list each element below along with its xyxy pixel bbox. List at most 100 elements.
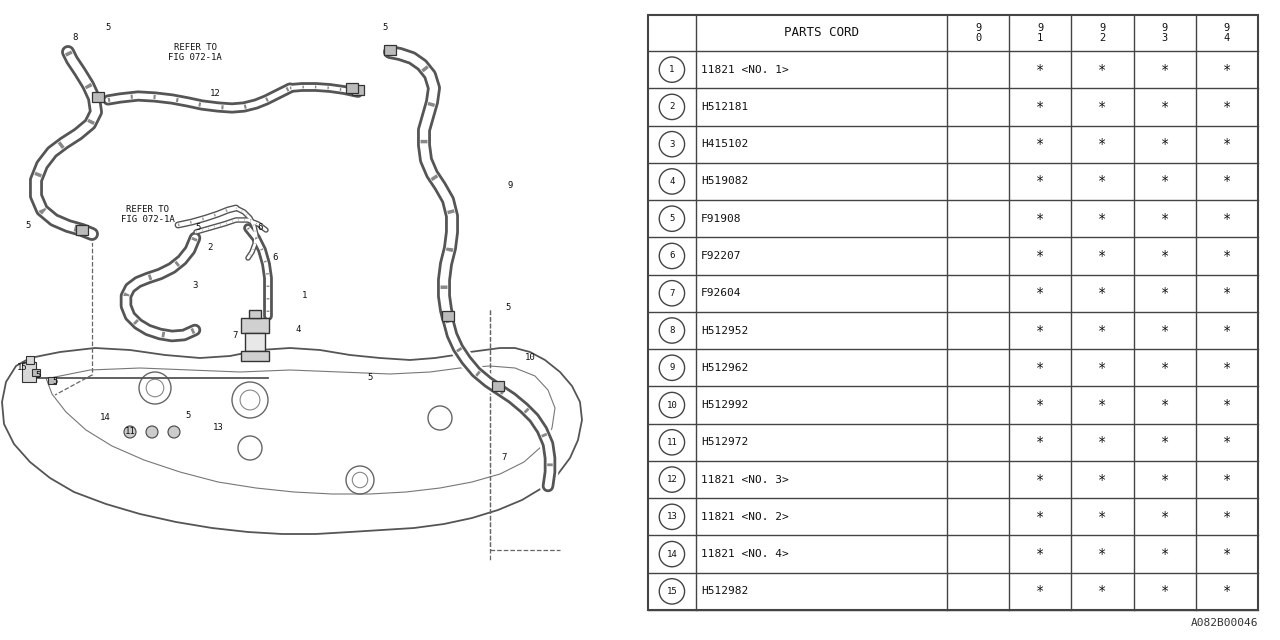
Text: 4: 4 bbox=[669, 177, 675, 186]
Text: 3: 3 bbox=[669, 140, 675, 148]
Text: 14: 14 bbox=[100, 413, 110, 422]
Text: 5: 5 bbox=[669, 214, 675, 223]
Text: *: * bbox=[1098, 137, 1107, 151]
Text: 5: 5 bbox=[383, 24, 388, 33]
Text: *: * bbox=[1036, 175, 1044, 188]
Text: 5: 5 bbox=[506, 303, 511, 312]
Text: H512181: H512181 bbox=[701, 102, 748, 112]
Bar bbox=[244, 333, 265, 351]
Text: 9: 9 bbox=[669, 364, 675, 372]
Text: *: * bbox=[1036, 137, 1044, 151]
Text: 6: 6 bbox=[257, 223, 262, 232]
Text: 5: 5 bbox=[26, 221, 31, 230]
Text: H415102: H415102 bbox=[701, 139, 748, 149]
Text: REFER TO: REFER TO bbox=[174, 44, 216, 52]
Text: 12: 12 bbox=[667, 475, 677, 484]
Text: 5: 5 bbox=[186, 410, 191, 419]
Bar bbox=[442, 311, 454, 321]
Text: *: * bbox=[1161, 398, 1169, 412]
Text: *: * bbox=[1222, 249, 1231, 263]
Text: 11821 <NO. 2>: 11821 <NO. 2> bbox=[701, 512, 788, 522]
Text: *: * bbox=[1098, 175, 1107, 188]
Text: *: * bbox=[1222, 472, 1231, 486]
Text: 15: 15 bbox=[667, 587, 677, 596]
Text: 9
3: 9 3 bbox=[1161, 23, 1167, 43]
Bar bbox=[32, 369, 40, 376]
Text: 10: 10 bbox=[525, 353, 535, 362]
Bar bbox=[26, 356, 35, 364]
Bar bbox=[241, 351, 269, 361]
Text: *: * bbox=[1222, 212, 1231, 226]
Text: *: * bbox=[1161, 63, 1169, 77]
Text: 5: 5 bbox=[105, 24, 110, 33]
Text: 5: 5 bbox=[52, 378, 58, 387]
Text: 9
4: 9 4 bbox=[1224, 23, 1230, 43]
Text: *: * bbox=[1036, 249, 1044, 263]
Text: *: * bbox=[1161, 584, 1169, 598]
Text: *: * bbox=[1161, 286, 1169, 300]
Text: *: * bbox=[1161, 510, 1169, 524]
Text: 13: 13 bbox=[667, 513, 677, 522]
Bar bbox=[250, 310, 261, 318]
Text: H512952: H512952 bbox=[701, 326, 748, 335]
Text: F92604: F92604 bbox=[701, 288, 741, 298]
Text: *: * bbox=[1036, 361, 1044, 375]
Text: 11: 11 bbox=[124, 428, 136, 436]
Text: 15: 15 bbox=[17, 364, 27, 372]
Bar bbox=[352, 85, 364, 95]
Text: 9
2: 9 2 bbox=[1100, 23, 1106, 43]
Text: 10: 10 bbox=[667, 401, 677, 410]
Text: *: * bbox=[1161, 249, 1169, 263]
Text: 4: 4 bbox=[296, 326, 301, 335]
Text: REFER TO: REFER TO bbox=[127, 205, 169, 214]
Text: *: * bbox=[1036, 63, 1044, 77]
Circle shape bbox=[124, 426, 136, 438]
Text: *: * bbox=[1036, 547, 1044, 561]
Text: *: * bbox=[1036, 212, 1044, 226]
Bar bbox=[346, 83, 358, 93]
Text: *: * bbox=[1222, 175, 1231, 188]
Bar bbox=[22, 362, 36, 382]
Text: 8: 8 bbox=[72, 33, 78, 42]
Text: 9
1: 9 1 bbox=[1037, 23, 1043, 43]
Text: *: * bbox=[1036, 584, 1044, 598]
Text: 11821 <NO. 4>: 11821 <NO. 4> bbox=[701, 549, 788, 559]
Text: *: * bbox=[1161, 137, 1169, 151]
Text: *: * bbox=[1098, 584, 1107, 598]
Text: *: * bbox=[1222, 100, 1231, 114]
Text: *: * bbox=[1222, 286, 1231, 300]
Text: *: * bbox=[1161, 361, 1169, 375]
Text: *: * bbox=[1036, 435, 1044, 449]
Bar bbox=[241, 318, 269, 333]
Text: 14: 14 bbox=[667, 550, 677, 559]
Text: 11821 <NO. 3>: 11821 <NO. 3> bbox=[701, 475, 788, 484]
Bar bbox=[76, 225, 88, 235]
Text: *: * bbox=[1036, 398, 1044, 412]
Text: 6: 6 bbox=[669, 252, 675, 260]
Text: 5: 5 bbox=[196, 223, 201, 232]
Text: H512982: H512982 bbox=[701, 586, 748, 596]
Text: *: * bbox=[1161, 435, 1169, 449]
Text: F92207: F92207 bbox=[701, 251, 741, 261]
Bar bbox=[492, 381, 504, 391]
Circle shape bbox=[168, 426, 180, 438]
Text: H519082: H519082 bbox=[701, 177, 748, 186]
Text: *: * bbox=[1098, 286, 1107, 300]
Text: *: * bbox=[1222, 361, 1231, 375]
Bar bbox=[92, 92, 104, 102]
Text: *: * bbox=[1222, 510, 1231, 524]
Text: 7: 7 bbox=[502, 454, 507, 463]
Text: 3: 3 bbox=[192, 280, 197, 289]
Text: *: * bbox=[1098, 100, 1107, 114]
Text: 8: 8 bbox=[669, 326, 675, 335]
Text: *: * bbox=[1161, 472, 1169, 486]
Text: H512972: H512972 bbox=[701, 437, 748, 447]
Text: 1: 1 bbox=[669, 65, 675, 74]
Text: 12: 12 bbox=[210, 88, 220, 97]
Circle shape bbox=[146, 426, 157, 438]
Text: *: * bbox=[1222, 398, 1231, 412]
Text: 11: 11 bbox=[667, 438, 677, 447]
Text: A082B00046: A082B00046 bbox=[1190, 618, 1258, 628]
Text: *: * bbox=[1161, 175, 1169, 188]
Text: *: * bbox=[1098, 212, 1107, 226]
